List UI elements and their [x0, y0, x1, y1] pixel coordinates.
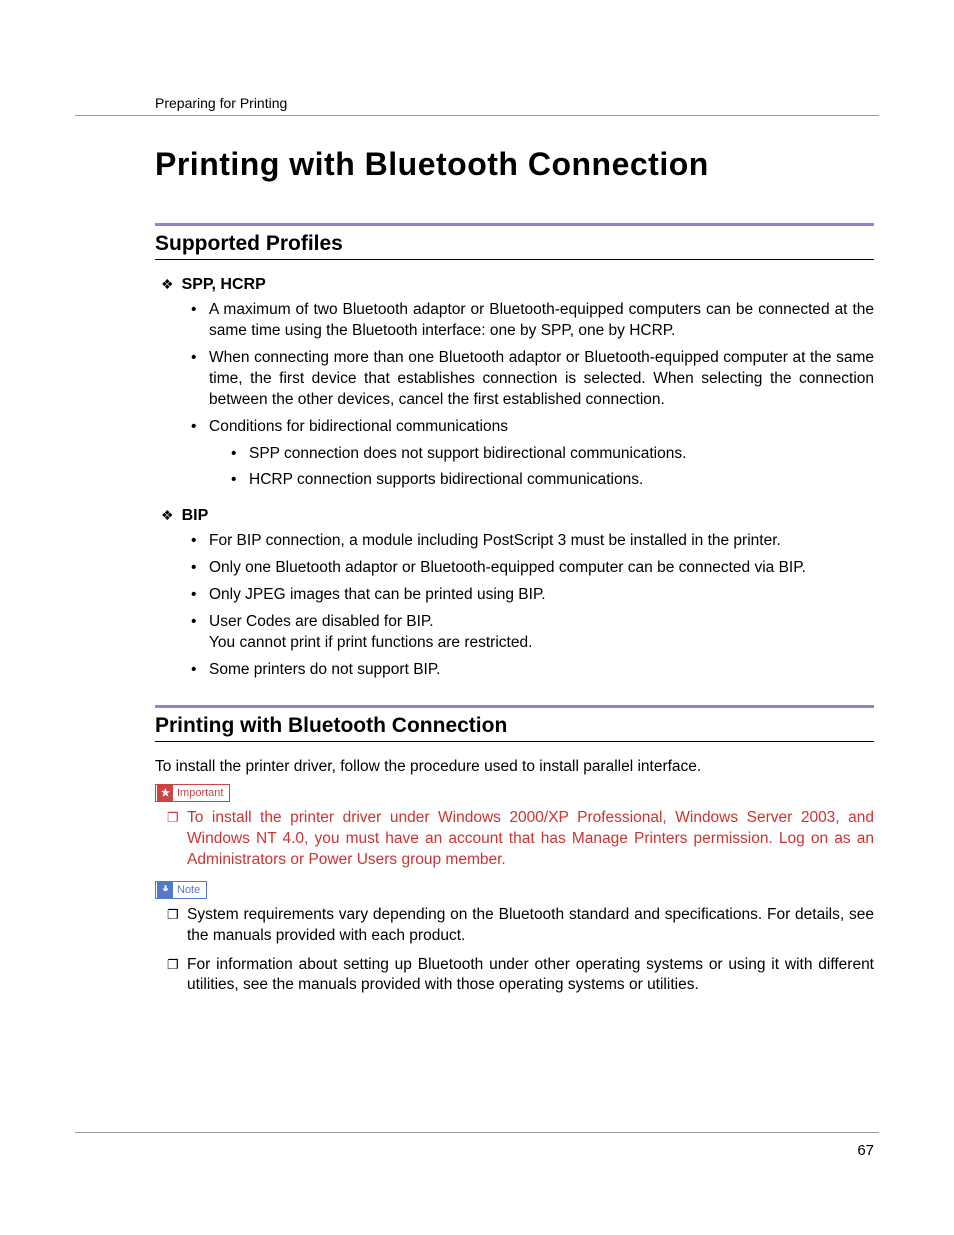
- list-item: Conditions for bidirectional communicati…: [191, 417, 874, 492]
- list-item: Only one Bluetooth adaptor or Bluetooth-…: [191, 558, 874, 579]
- header-rule: [75, 115, 879, 116]
- important-list: To install the printer driver under Wind…: [155, 808, 874, 871]
- list-item: Some printers do not support BIP.: [191, 660, 874, 681]
- star-icon: [157, 785, 173, 801]
- profile-bip: ❖ BIP For BIP connection, a module inclu…: [155, 507, 874, 681]
- important-label: Important: [174, 787, 229, 799]
- page-title: Printing with Bluetooth Connection: [155, 146, 874, 183]
- section-rule: [155, 223, 874, 226]
- note-label: Note: [174, 884, 206, 896]
- sub-list: SPP connection does not support bidirect…: [209, 444, 874, 492]
- section-rule-thin: [155, 259, 874, 260]
- profile-heading: ❖ SPP, HCRP: [155, 276, 874, 294]
- section-rule-thin: [155, 741, 874, 742]
- arrow-down-icon: [157, 882, 173, 898]
- note-item: For information about setting up Bluetoo…: [167, 955, 874, 997]
- section-heading: Supported Profiles: [155, 232, 874, 256]
- profile-name: SPP, HCRP: [182, 276, 266, 294]
- section-heading: Printing with Bluetooth Connection: [155, 714, 874, 738]
- profile-spp-hcrp: ❖ SPP, HCRP A maximum of two Bluetooth a…: [155, 276, 874, 491]
- list-item: Only JPEG images that can be printed usi…: [191, 585, 874, 606]
- profile-heading: ❖ BIP: [155, 507, 874, 525]
- page-content: Preparing for Printing Printing with Blu…: [0, 0, 954, 1056]
- list-item: User Codes are disabled for BIP. You can…: [191, 612, 874, 654]
- section-printing-bluetooth: Printing with Bluetooth Connection To in…: [155, 705, 874, 996]
- page-number: 67: [857, 1142, 874, 1159]
- list-item-extra: You cannot print if print functions are …: [209, 634, 532, 651]
- section-supported-profiles: Supported Profiles ❖ SPP, HCRP A maximum…: [155, 223, 874, 681]
- bullet-list: For BIP connection, a module including P…: [155, 531, 874, 681]
- list-item: For BIP connection, a module including P…: [191, 531, 874, 552]
- list-item-text: User Codes are disabled for BIP.: [209, 613, 434, 630]
- list-item: When connecting more than one Bluetooth …: [191, 348, 874, 411]
- intro-text: To install the printer driver, follow th…: [155, 758, 874, 776]
- important-badge: Important: [155, 784, 230, 802]
- sub-list-item: SPP connection does not support bidirect…: [231, 444, 874, 465]
- section-rule: [155, 705, 874, 708]
- diamond-icon: ❖: [161, 507, 174, 524]
- important-item: To install the printer driver under Wind…: [167, 808, 874, 871]
- sub-list-item: HCRP connection supports bidirectional c…: [231, 470, 874, 491]
- diamond-icon: ❖: [161, 276, 174, 293]
- list-item-text: Conditions for bidirectional communicati…: [209, 418, 508, 435]
- note-list: System requirements vary depending on th…: [155, 905, 874, 997]
- bullet-list: A maximum of two Bluetooth adaptor or Bl…: [155, 300, 874, 491]
- list-item: A maximum of two Bluetooth adaptor or Bl…: [191, 300, 874, 342]
- profile-name: BIP: [182, 507, 209, 525]
- header-breadcrumb: Preparing for Printing: [155, 95, 874, 115]
- note-badge: Note: [155, 881, 207, 899]
- note-item: System requirements vary depending on th…: [167, 905, 874, 947]
- footer-rule: [75, 1132, 879, 1133]
